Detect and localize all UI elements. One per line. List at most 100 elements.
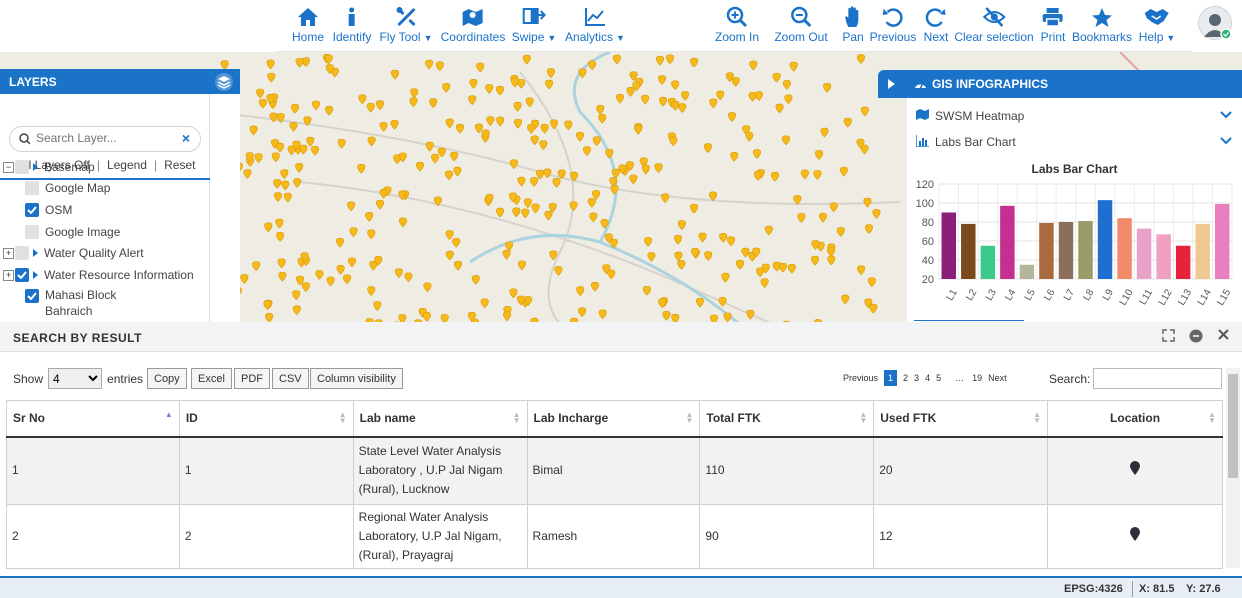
map-marker (431, 153, 440, 164)
toolbar-print-button[interactable]: Print (1041, 4, 1065, 50)
location-pin-icon[interactable] (1130, 526, 1141, 544)
infographics-header[interactable]: GIS INFOGRAPHICS (878, 70, 1242, 98)
toolbar-swipe-button[interactable]: Swipe ▼ (512, 4, 556, 50)
page-link[interactable]: 2 (903, 373, 909, 383)
column-visibility-button[interactable]: Column visibility (310, 368, 403, 389)
next-page-link[interactable]: Next (988, 373, 1007, 383)
layer-item-osm[interactable]: OSM (0, 200, 72, 220)
map-marker (522, 54, 531, 65)
layer-checkbox[interactable] (25, 203, 39, 217)
toolbar-zoom-out-button[interactable]: Zoom Out (774, 4, 828, 50)
page-link[interactable]: 4 (925, 373, 931, 383)
caret-right-icon[interactable] (33, 163, 38, 171)
page-link[interactable]: 1 (884, 370, 898, 386)
layer-checkbox[interactable] (15, 268, 29, 282)
expand-icon[interactable]: + (3, 247, 14, 259)
map-marker (748, 91, 757, 102)
page-link[interactable]: 5 (936, 373, 942, 383)
layer-item-google-map[interactable]: Google Map (0, 178, 110, 198)
layer-checkbox[interactable] (25, 225, 39, 239)
map-marker (655, 55, 665, 66)
map-marker (263, 300, 272, 311)
caret-right-icon[interactable] (33, 249, 38, 257)
expand-icon[interactable]: + (3, 269, 14, 281)
location-pin-icon[interactable] (1130, 460, 1141, 478)
toolbar-help-button[interactable]: Help ▼ (1139, 4, 1175, 50)
x-tick-label: L3 (984, 287, 999, 303)
toolbar-label: Identify (332, 30, 372, 44)
toolbar-previous-button[interactable]: Previous (870, 4, 916, 50)
toolbar-zoom-in-button[interactable]: Zoom In (715, 4, 759, 50)
previous-page-link[interactable]: Previous (843, 373, 879, 383)
legend-link[interactable]: Legend (106, 158, 147, 172)
toolbar-analytics-button[interactable]: Analytics ▼ (565, 4, 625, 50)
excel-button[interactable]: Excel (191, 368, 232, 389)
layers-header: LAYERS (0, 69, 240, 94)
minimize-icon[interactable] (1189, 329, 1203, 346)
chart-title: Labs Bar Chart (1031, 162, 1118, 176)
expand-icon[interactable] (1162, 329, 1175, 345)
copy-button[interactable]: Copy (147, 368, 187, 389)
reset-link[interactable]: Reset (164, 158, 196, 172)
column-header[interactable]: Lab Incharge ▲ ▼ (526, 400, 701, 438)
column-header[interactable]: Used FTK ▲ ▼ (873, 400, 1049, 438)
toolbar-identify-button[interactable]: Identify (332, 4, 372, 50)
toolbar-coordinates-button[interactable]: Coordinates (441, 4, 505, 50)
collapse-arrow-icon[interactable] (888, 79, 895, 89)
column-header[interactable]: Total FTK ▲ ▼ (699, 400, 875, 438)
layer-item-basemap[interactable]: − Basemap (0, 157, 95, 177)
pdf-button[interactable]: PDF (234, 368, 270, 389)
column-header[interactable]: Lab name ▲ ▼ (352, 400, 528, 438)
clear-search-icon[interactable]: × (181, 130, 190, 146)
map-marker (625, 161, 634, 172)
close-icon[interactable] (1218, 329, 1229, 343)
map-marker (549, 119, 559, 130)
page-link[interactable]: 3 (914, 373, 920, 383)
layer-item-water-quality-alert[interactable]: + Water Quality Alert (0, 243, 144, 263)
table-row[interactable]: 2 2 Regional Water Analysis Laboratory, U… (6, 504, 1223, 569)
results-scrollbar[interactable] (1226, 368, 1240, 568)
page-link[interactable]: 19 (972, 373, 983, 383)
toolbar-bookmarks-button[interactable]: Bookmarks (1072, 4, 1132, 50)
chevron-down-icon[interactable] (1220, 135, 1232, 150)
column-header[interactable]: ID ▲ ▼ (178, 400, 354, 438)
map-marker (365, 212, 374, 222)
caret-right-icon[interactable] (33, 271, 38, 279)
user-avatar[interactable] (1198, 6, 1232, 40)
table-row[interactable]: 1 1 State Level Water Analysis Laboratory… (6, 436, 1223, 505)
map-marker (674, 251, 683, 262)
layer-checkbox[interactable] (15, 160, 29, 174)
layer-item-mahasi-block[interactable]: Mahasi Block Bahraich (0, 287, 116, 318)
layer-checkbox[interactable] (25, 181, 39, 195)
layer-item-water-resource-information[interactable]: + Water Resource Information (0, 265, 194, 285)
layer-checkbox[interactable] (25, 289, 39, 303)
labs-bar-chart-section[interactable]: Labs Bar Chart (907, 129, 1242, 155)
swsm-heatmap-section[interactable]: SWSM Heatmap (907, 103, 1242, 129)
layer-item-google-image[interactable]: Google Image (0, 222, 120, 242)
toolbar-clear-selection-button[interactable]: Clear selection (954, 4, 1034, 50)
collapse-icon[interactable]: − (3, 161, 14, 173)
map-marker (820, 127, 829, 138)
toolbar-pan-button[interactable]: Pan (842, 4, 864, 50)
search-results-input[interactable] (1093, 368, 1222, 389)
toolbar-next-button[interactable]: Next (924, 4, 948, 50)
toolbar-home-button[interactable]: Home (292, 4, 324, 50)
map-marker (641, 164, 650, 175)
layers-stack-icon[interactable] (214, 72, 234, 95)
map-marker (254, 153, 263, 164)
map-marker (347, 201, 356, 212)
entries-select[interactable]: 4 (48, 368, 103, 389)
map-marker (306, 136, 315, 147)
toolbar-fly-tool-button[interactable]: Fly Tool ▼ (379, 4, 433, 50)
layer-checkbox[interactable] (15, 246, 29, 260)
map-marker (719, 232, 728, 243)
map-marker (374, 255, 383, 266)
search-layer-input[interactable] (36, 131, 176, 145)
column-header[interactable]: Location ▲ ▼ (1047, 400, 1223, 438)
search-layer-field[interactable]: × (9, 126, 201, 152)
map-marker (330, 67, 339, 78)
column-header[interactable]: Sr No ▲ (6, 400, 180, 438)
csv-button[interactable]: CSV (272, 368, 309, 389)
map-marker (843, 117, 852, 128)
chevron-down-icon[interactable] (1220, 109, 1232, 124)
